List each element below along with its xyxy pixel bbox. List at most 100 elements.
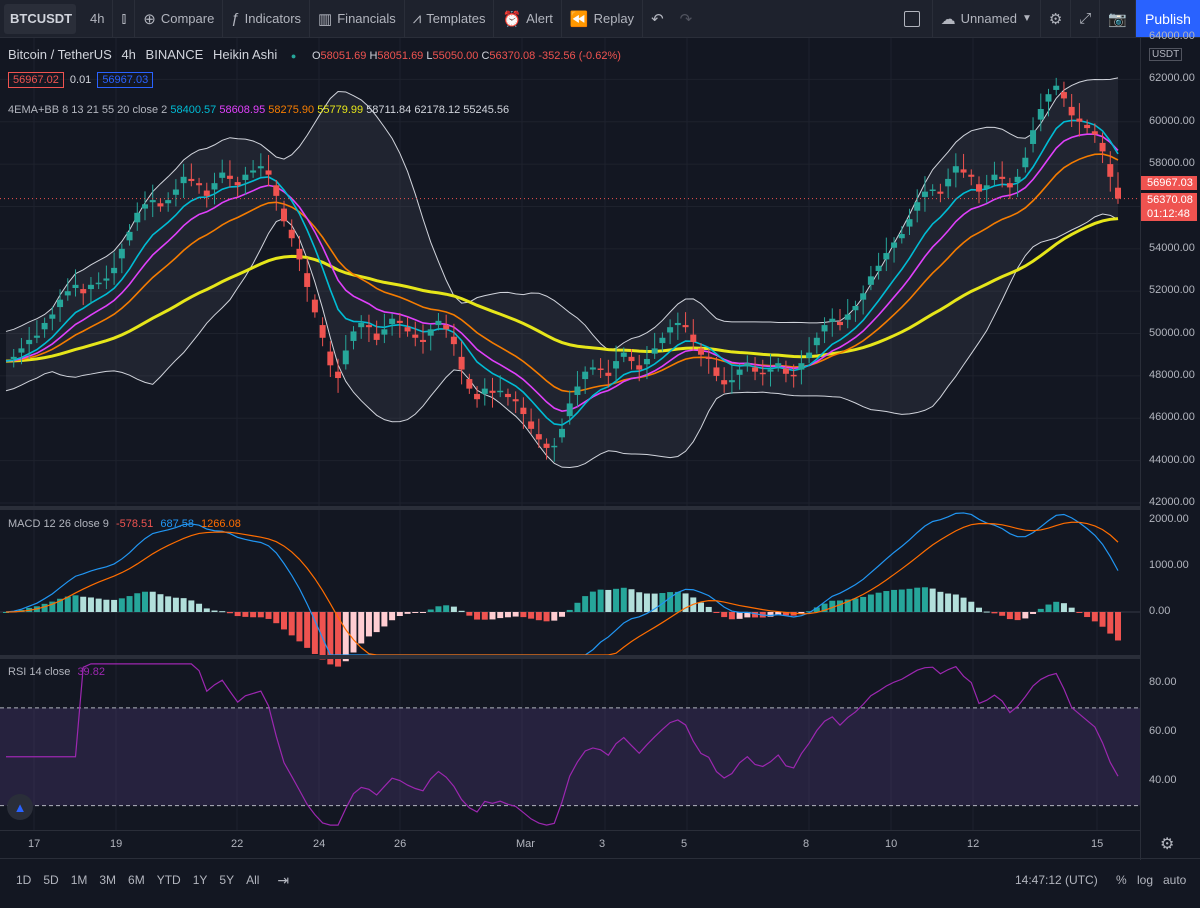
ohlc-high-label: H bbox=[369, 50, 378, 62]
range-button-all[interactable]: All bbox=[246, 873, 260, 887]
macd-histogram-bar bbox=[875, 592, 882, 612]
candle-body bbox=[126, 231, 133, 241]
ohlc-open-label: O bbox=[311, 50, 321, 62]
macd-histogram-bar bbox=[906, 588, 913, 612]
macd-histogram-bar bbox=[250, 612, 257, 618]
undo-icon: ↶ bbox=[651, 10, 664, 28]
macd-histogram-bar bbox=[636, 592, 643, 612]
candle-body bbox=[1014, 176, 1021, 183]
auto-toggle[interactable]: auto bbox=[1163, 873, 1187, 887]
indicators-button[interactable]: ƒ Indicators bbox=[223, 0, 311, 37]
range-button-1m[interactable]: 1M bbox=[70, 873, 88, 887]
snapshot-button[interactable]: 📷 bbox=[1100, 0, 1136, 37]
candle-body bbox=[1030, 130, 1037, 144]
redo-button[interactable]: ↷ bbox=[672, 0, 701, 37]
percent-toggle[interactable]: % bbox=[1116, 873, 1127, 887]
layout-name: Unnamed bbox=[960, 11, 1017, 26]
alert-button[interactable]: ⏰ Alert bbox=[494, 0, 562, 37]
ema-study-name: 4EMA+BB 8 13 21 55 20 close 2 bbox=[8, 104, 168, 116]
fullscreen-button[interactable]: ⤢ bbox=[1071, 0, 1101, 37]
axis-settings-button[interactable]: ⚙ bbox=[1160, 834, 1174, 854]
interval-button[interactable]: 4h bbox=[82, 0, 114, 37]
pane-separator-1[interactable] bbox=[0, 506, 1140, 510]
macd-histogram-bar bbox=[991, 612, 998, 614]
time-tick: 22 bbox=[231, 838, 244, 850]
tradingview-logo[interactable]: ▲ bbox=[7, 794, 33, 820]
buy-button[interactable]: 56967.03 bbox=[97, 72, 154, 88]
macd-histogram-bar bbox=[319, 612, 326, 660]
macd-histogram-bar bbox=[281, 612, 287, 630]
fullscreen-layout-checkbox[interactable] bbox=[903, 10, 920, 27]
goto-date-button[interactable]: ⇥ bbox=[277, 872, 289, 889]
macd-histogram-bar bbox=[613, 588, 620, 612]
candle-body bbox=[211, 183, 218, 190]
log-toggle[interactable]: log bbox=[1137, 873, 1154, 887]
range-button-3m[interactable]: 3M bbox=[99, 873, 117, 887]
utc-clock[interactable]: 14:47:12 (UTC) bbox=[1015, 873, 1098, 887]
candle-body bbox=[952, 166, 959, 173]
range-button-6m[interactable]: 6M bbox=[128, 873, 145, 887]
time-tick: 10 bbox=[885, 838, 898, 850]
range-button-5d[interactable]: 5D bbox=[43, 873, 59, 887]
ohlc-change: -352.56 (-0.62%) bbox=[538, 50, 621, 62]
macd-histogram-bar bbox=[234, 612, 241, 617]
ema8-value: 58400.57 bbox=[170, 104, 217, 116]
macd-histogram-bar bbox=[883, 591, 890, 612]
candle-body bbox=[559, 428, 565, 438]
rsi-legend[interactable]: RSI 14 close 39.82 bbox=[8, 666, 105, 678]
templates-button[interactable]: ⩘ Templates bbox=[405, 0, 495, 37]
currency-label[interactable]: USDT bbox=[1149, 48, 1183, 61]
macd-histogram-bar bbox=[721, 612, 728, 618]
range-button-5y[interactable]: 5Y bbox=[219, 873, 235, 887]
macd-histogram-bar bbox=[551, 612, 558, 621]
compare-button[interactable]: ⊕ Compare bbox=[135, 0, 224, 37]
macd-histogram-bar bbox=[914, 587, 921, 612]
bollinger-upper-line bbox=[5, 77, 1119, 351]
chart-canvas[interactable] bbox=[0, 38, 1140, 860]
candle-body bbox=[574, 386, 581, 395]
financials-button[interactable]: ▥ Financials bbox=[310, 0, 405, 37]
bb-lower-value: 55245.56 bbox=[463, 104, 510, 116]
pane-separator-2[interactable] bbox=[0, 655, 1140, 659]
chart-style-button[interactable]: ⫾ bbox=[113, 0, 136, 37]
macd-histogram-bar bbox=[559, 612, 565, 617]
range-button-1d[interactable]: 1D bbox=[16, 873, 32, 887]
macd-histogram-bar bbox=[937, 591, 944, 612]
macd-histogram-bar bbox=[682, 593, 689, 612]
ohlc-values: O58051.69 H58051.69 L55050.00 C56370.08 … bbox=[312, 50, 621, 62]
sell-button[interactable]: 56967.02 bbox=[8, 72, 64, 88]
bb-upper-value: 62178.12 bbox=[414, 104, 461, 116]
candle-body bbox=[528, 421, 535, 429]
candle-body bbox=[450, 336, 457, 345]
gear-icon: ⚙ bbox=[1048, 10, 1063, 28]
macd-legend[interactable]: MACD 12 26 close 9 -578.51 687.58 1266.0… bbox=[8, 518, 241, 530]
range-button-1y[interactable]: 1Y bbox=[192, 873, 208, 887]
ema13-value: 58608.95 bbox=[219, 104, 266, 116]
undo-button[interactable]: ↶ bbox=[643, 0, 672, 37]
candle-body bbox=[242, 174, 249, 180]
macd-histogram-bar bbox=[435, 606, 442, 612]
range-button-ytd[interactable]: YTD bbox=[156, 873, 181, 887]
macd-histogram-bar bbox=[852, 598, 859, 612]
macd-histogram-bar bbox=[952, 594, 959, 612]
candle-body bbox=[57, 299, 64, 308]
candle-body bbox=[713, 367, 720, 376]
candle-body bbox=[906, 219, 913, 227]
candle-body bbox=[976, 184, 982, 192]
publish-button[interactable]: Publish bbox=[1136, 0, 1200, 37]
price-axis[interactable]: 64000.0062000.0060000.0058000.0056000.00… bbox=[1140, 30, 1200, 860]
macd-histogram-bar bbox=[782, 612, 789, 616]
candle-body bbox=[659, 337, 666, 344]
time-axis[interactable]: 17 19 22 24 26 Mar 3 5 8 10 12 15 bbox=[0, 830, 1140, 859]
settings-button[interactable]: ⚙ bbox=[1041, 0, 1072, 37]
macd-histogram-bar bbox=[713, 612, 720, 613]
replay-button[interactable]: ⏪ Replay bbox=[562, 0, 644, 37]
macd-histogram-bar bbox=[1084, 612, 1091, 618]
bar-countdown-tag: 01:12:48 bbox=[1141, 207, 1197, 221]
symbol-search[interactable]: BTCUSDT bbox=[4, 3, 76, 34]
layout-menu[interactable]: ☁ Unnamed ▼ bbox=[931, 0, 1041, 37]
macd-histogram-bar bbox=[211, 610, 218, 612]
macd-histogram-bar bbox=[1076, 612, 1083, 613]
time-tick: 17 bbox=[28, 838, 41, 850]
ema-legend[interactable]: 4EMA+BB 8 13 21 55 20 close 2 58400.57 5… bbox=[8, 104, 509, 116]
